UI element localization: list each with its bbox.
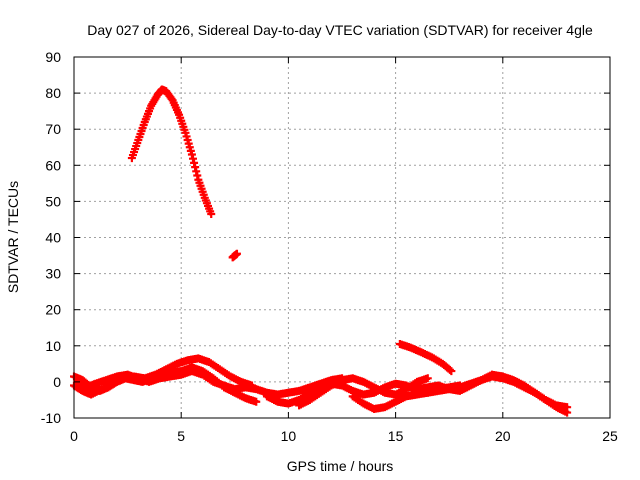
y-tick-label: -10: [41, 410, 61, 426]
y-tick-label: 10: [45, 338, 61, 354]
data-point: [232, 249, 241, 258]
y-tick-label: 50: [45, 193, 61, 209]
data-point: [423, 374, 432, 383]
y-tick-label: 90: [45, 49, 61, 65]
x-tick-label: 10: [281, 428, 297, 444]
y-axis-title: SDTVAR / TECUs: [5, 181, 21, 293]
x-tick-label: 5: [177, 428, 185, 444]
data-point: [252, 397, 261, 406]
data-point: [445, 365, 454, 374]
y-tick-label: 0: [53, 374, 61, 390]
axis-ticks: 0 5 10 15 20 25 -10 0 10 20 30 40 50 60 70 80 90: [41, 49, 618, 444]
data-point: [207, 210, 216, 219]
x-tick-label: 25: [602, 428, 618, 444]
data-point: [447, 367, 456, 376]
y-tick-label: 80: [45, 85, 61, 101]
y-tick-label: 60: [45, 157, 61, 173]
chart-title: Day 027 of 2026, Sidereal Day-to-day VTE…: [87, 22, 593, 38]
x-axis-title: GPS time / hours: [287, 458, 394, 474]
x-tick-label: 15: [388, 428, 404, 444]
data-points: [70, 85, 572, 417]
x-tick-label: 0: [70, 428, 78, 444]
y-tick-label: 70: [45, 121, 61, 137]
y-tick-label: 40: [45, 230, 61, 246]
grid-lines: [74, 57, 610, 418]
y-tick-label: 30: [45, 266, 61, 282]
y-tick-label: 20: [45, 302, 61, 318]
data-point: [563, 403, 572, 412]
x-tick-label: 20: [495, 428, 511, 444]
